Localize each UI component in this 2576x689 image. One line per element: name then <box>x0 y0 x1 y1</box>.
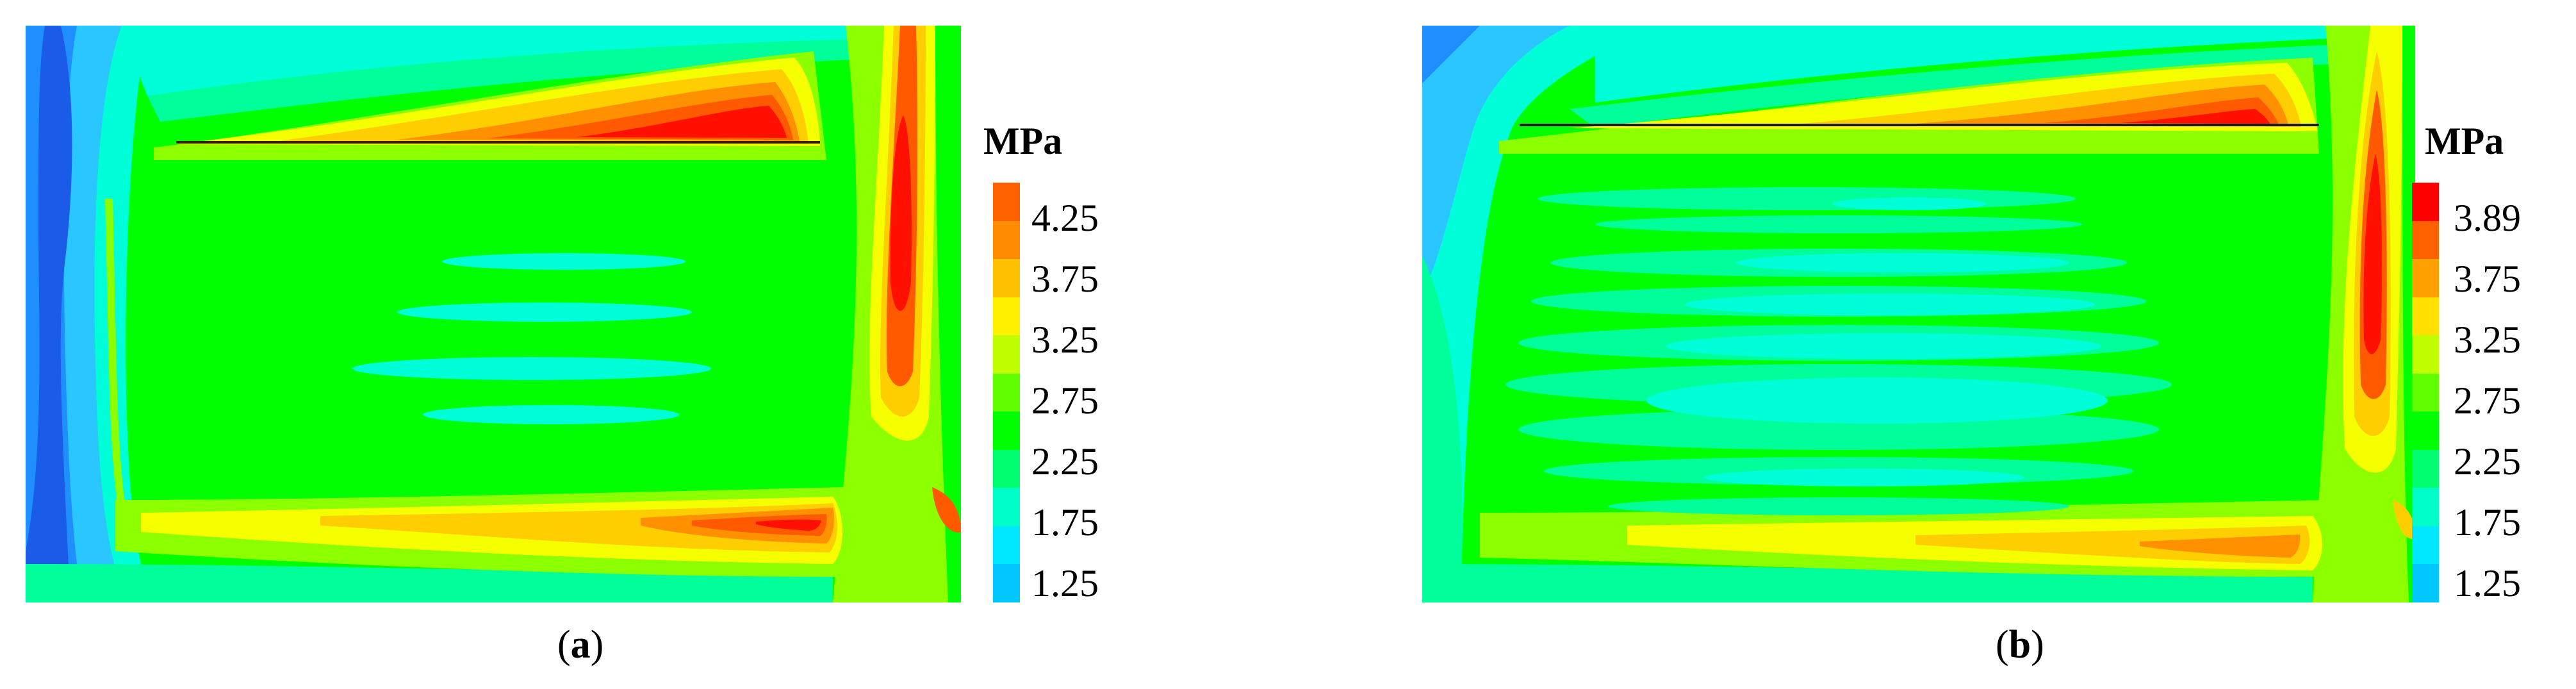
contour-streak <box>1646 378 2108 424</box>
tick-label: 1.75 <box>1031 501 1099 544</box>
tick-label: 1.25 <box>2454 562 2521 604</box>
colorbar-segment <box>2412 297 2439 336</box>
contour-left-teal <box>1422 256 1463 602</box>
contour-streak <box>397 303 692 322</box>
contour-left-deepblue <box>26 26 72 602</box>
unit-label-b: MPa <box>2425 120 2504 162</box>
tick-label: 2.25 <box>2454 440 2521 483</box>
contour-streak <box>1608 497 2069 515</box>
contour-bottom-orange <box>2140 535 2301 558</box>
colorbar-segment <box>2412 220 2439 260</box>
colorbar-b <box>2412 183 2439 603</box>
contour-right-red <box>890 115 912 311</box>
tick-label: 2.25 <box>1031 440 1099 483</box>
contour-right-green <box>935 26 961 602</box>
contour-top-cyan <box>1595 26 2332 103</box>
tick-label: 2.75 <box>1031 379 1099 422</box>
colorbar-segment <box>993 220 1020 260</box>
contour-streak <box>1685 294 2095 315</box>
colorbar-segment <box>2412 411 2439 450</box>
colorbar-a <box>993 183 1020 603</box>
stress-contour-plot-b <box>1422 26 2415 602</box>
contour-bottomright-blob <box>932 487 961 533</box>
colorbar-segment <box>2412 373 2439 412</box>
contour-streak <box>442 253 685 270</box>
caption-a: (a) <box>557 623 604 667</box>
tick-label: 3.25 <box>1031 319 1099 361</box>
tick-label: 4.25 <box>1031 197 1099 239</box>
colorbar-segment <box>2412 183 2439 221</box>
colorbar-segment <box>993 488 1020 526</box>
contour-bottomright-blob <box>2393 500 2415 539</box>
contour-topleft-deepblue <box>1422 26 1480 83</box>
contour-right-red <box>2363 154 2382 354</box>
contour-streak <box>1736 253 2069 272</box>
colorbar-segment <box>993 183 1020 221</box>
contour-interior-edge <box>105 198 126 507</box>
contour-bottom-gold <box>1916 526 2310 564</box>
contour-bottom-red <box>756 519 821 531</box>
colorbar-segment <box>993 335 1020 374</box>
stress-contour-plot-a <box>26 26 961 602</box>
contour-top-red <box>577 106 787 138</box>
tick-label: 3.75 <box>1031 258 1099 300</box>
contour-streak <box>1538 187 2076 210</box>
unit-label-a: MPa <box>983 120 1063 162</box>
colorbar-segment <box>993 259 1020 297</box>
contour-top-cyan <box>122 26 897 96</box>
contour-streak <box>352 357 711 380</box>
colorbar-segment <box>2412 259 2439 297</box>
tick-label: 3.25 <box>2454 319 2521 361</box>
colorbar-segment <box>2412 526 2439 565</box>
contour-streak <box>1666 333 2101 359</box>
contour-topleft-blue <box>1422 26 1570 295</box>
colorbar-segment <box>2412 449 2439 488</box>
colorbar-segment <box>2412 564 2439 603</box>
contour-streak <box>1704 469 2024 486</box>
contour-streak <box>1832 197 1986 210</box>
colorbar-segment <box>993 297 1020 336</box>
contour-top-teal <box>147 38 897 122</box>
tick-label: 3.89 <box>2454 197 2521 239</box>
colorbar-segment <box>2412 488 2439 526</box>
colorbar-segment <box>993 564 1020 603</box>
contour-streak <box>423 405 679 424</box>
caption-b: (b) <box>1996 623 2044 667</box>
contour-streak <box>1595 215 2082 233</box>
contour-top-teal <box>1570 45 2332 128</box>
tick-label: 1.75 <box>2454 501 2521 544</box>
colorbar-segment <box>993 526 1020 565</box>
colorbar-segment <box>993 373 1020 412</box>
tick-label: 2.75 <box>2454 379 2521 422</box>
colorbar-segment <box>993 411 1020 450</box>
colorbar-segment <box>993 449 1020 488</box>
tick-label: 1.25 <box>1031 562 1099 604</box>
contour-left-cyan <box>94 26 154 602</box>
colorbar-segment <box>2412 335 2439 374</box>
contour-topleft-lightblue <box>1422 26 1659 602</box>
tick-label: 3.75 <box>2454 258 2521 300</box>
contour-top-red <box>2121 109 2270 124</box>
